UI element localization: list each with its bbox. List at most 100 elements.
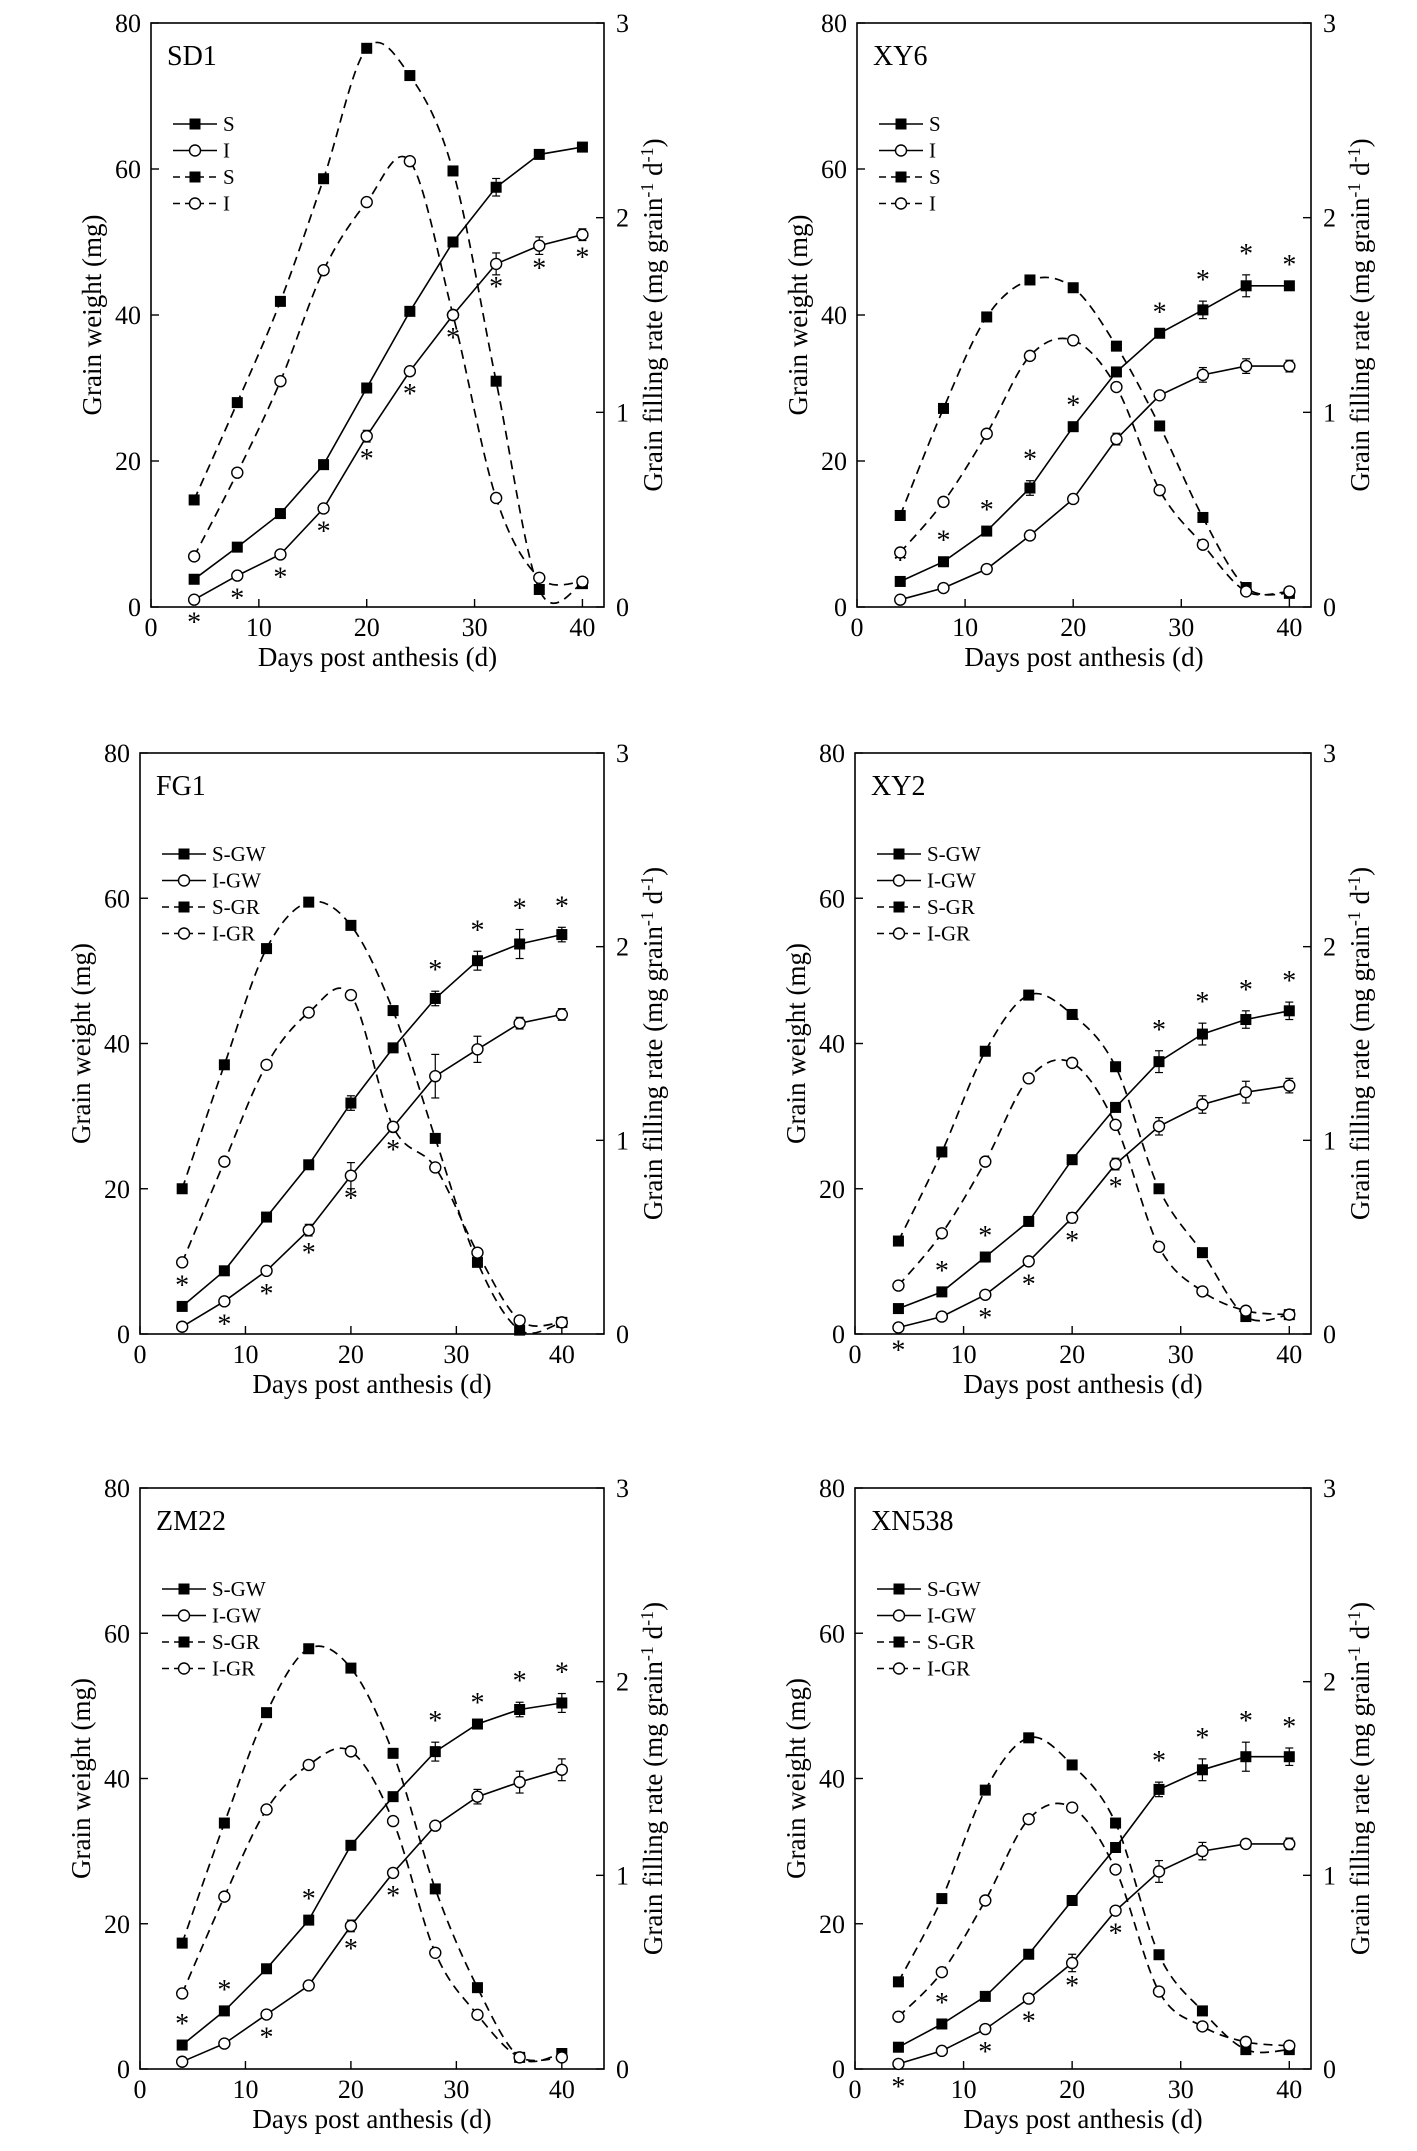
data-point — [471, 1790, 484, 1803]
significance-star: * — [891, 2072, 905, 2103]
y-right-axis-label: Grain filling rate (mg grain-1 d-1) — [1344, 1602, 1375, 1955]
data-point — [302, 1758, 315, 1772]
panel-title: SD1 — [167, 41, 217, 72]
weight-line — [181, 1702, 562, 2046]
data-point — [937, 402, 949, 414]
legend-marker — [893, 901, 905, 913]
data-point — [555, 1008, 569, 1021]
significance-star: * — [1022, 1269, 1036, 1300]
data-point — [1152, 1120, 1166, 1133]
data-point — [260, 1803, 273, 1816]
x-axis-label: Days post anthesis (d) — [252, 2104, 491, 2134]
legend-marker — [178, 901, 190, 913]
rate-curve — [193, 41, 583, 605]
data-point — [936, 1146, 948, 1158]
series-s-gw-weight: * * * * * * * — [175, 1658, 569, 2051]
series-i-gr-rate — [175, 1745, 569, 2064]
y-left-axis-label: Grain weight (mg) — [77, 215, 107, 416]
significance-star: * — [978, 1303, 992, 1334]
legend-label: S-GR — [927, 1630, 975, 1654]
legend-marker — [893, 1636, 905, 1648]
data-point — [555, 2051, 569, 2064]
data-point — [261, 1707, 273, 1719]
significance-star: * — [1239, 975, 1253, 1006]
data-point — [1283, 585, 1296, 598]
data-point — [360, 195, 373, 209]
data-point — [935, 2044, 949, 2058]
legend-label: I — [223, 139, 230, 163]
x-tick-label: 10 — [952, 613, 978, 642]
data-point — [387, 1005, 399, 1017]
y-right-axis-label-part: Grain filling rate (mg grain — [638, 1661, 668, 1955]
data-point — [471, 1982, 483, 1994]
data-point — [1240, 1751, 1252, 1763]
data-point — [261, 1963, 273, 1975]
data-point — [1153, 389, 1166, 402]
data-point — [218, 1295, 231, 1308]
legend-marker — [892, 1609, 906, 1622]
series-s-weight: ********** — [893, 239, 1296, 587]
data-point — [1152, 1240, 1166, 1254]
data-point — [513, 1016, 526, 1030]
data-point — [892, 1235, 904, 1247]
significance-star: * — [1065, 1226, 1079, 1257]
data-point — [1154, 327, 1166, 339]
data-point — [187, 550, 201, 563]
legend-label: I-GW — [212, 869, 261, 893]
data-point — [218, 1059, 230, 1071]
data-point — [935, 1310, 949, 1323]
legend-marker — [894, 197, 908, 210]
data-point — [1196, 1098, 1209, 1111]
y-right-tick-label: 2 — [616, 204, 629, 233]
y-right-axis-label-part: d — [638, 890, 668, 911]
data-point — [1110, 380, 1123, 394]
y-left-tick-label: 0 — [832, 1320, 845, 1349]
data-point — [302, 1223, 315, 1237]
legend-label: S — [929, 112, 941, 136]
x-tick-label: 10 — [951, 2075, 977, 2104]
significance-star: * — [1239, 239, 1253, 270]
series-s-rate — [894, 274, 1295, 599]
data-point — [1110, 1841, 1122, 1853]
data-point — [404, 70, 416, 82]
data-point — [936, 2018, 948, 2030]
y-left-tick-label: 40 — [819, 1765, 845, 1794]
y-left-tick-label: 60 — [819, 884, 845, 913]
data-point — [514, 1704, 526, 1716]
y-left-tick-label: 40 — [104, 1765, 130, 1794]
x-tick-label: 0 — [134, 1340, 147, 1369]
series-s-rate — [188, 41, 588, 605]
significance-star: * — [230, 584, 244, 615]
data-point — [387, 1747, 399, 1759]
panel-title: XY6 — [873, 41, 927, 72]
data-point — [317, 502, 330, 515]
weight-line — [898, 1843, 1290, 2065]
data-point — [386, 1814, 400, 1828]
data-point — [1066, 1759, 1078, 1771]
legend-marker — [178, 848, 190, 860]
y-left-tick-label: 60 — [104, 1619, 130, 1648]
legend-marker — [894, 144, 908, 157]
y-right-axis-label: Grain filling rate (mg grain-1 d-1) — [637, 867, 668, 1220]
data-point — [175, 2055, 189, 2068]
significance-star: * — [1195, 987, 1209, 1018]
data-point — [513, 2051, 526, 2064]
y-left-tick-label: 0 — [834, 593, 847, 622]
significance-star: * — [344, 1184, 358, 1215]
data-point — [1022, 1992, 1035, 2005]
panel-xy6: 0 10 20 30 40 0 20 40 60 80 0 1 2 3 Days post anthesis… — [783, 9, 1375, 672]
y-left-tick-label: 40 — [821, 301, 847, 330]
rate-curve — [899, 337, 1290, 596]
legend-label: S-GW — [212, 1577, 266, 1601]
y-right-axis-label-part: d — [1345, 890, 1375, 911]
series-i-rate — [894, 334, 1296, 598]
data-point — [1110, 432, 1123, 446]
weight-line — [193, 146, 583, 580]
significance-star: * — [470, 915, 484, 946]
y-left-tick-label: 20 — [819, 1175, 845, 1204]
y-right-tick-label: 3 — [1323, 1474, 1336, 1503]
y-left-tick-label: 20 — [821, 447, 847, 476]
y-right-axis-label-part: -1 — [1344, 183, 1364, 198]
data-point — [261, 943, 273, 955]
